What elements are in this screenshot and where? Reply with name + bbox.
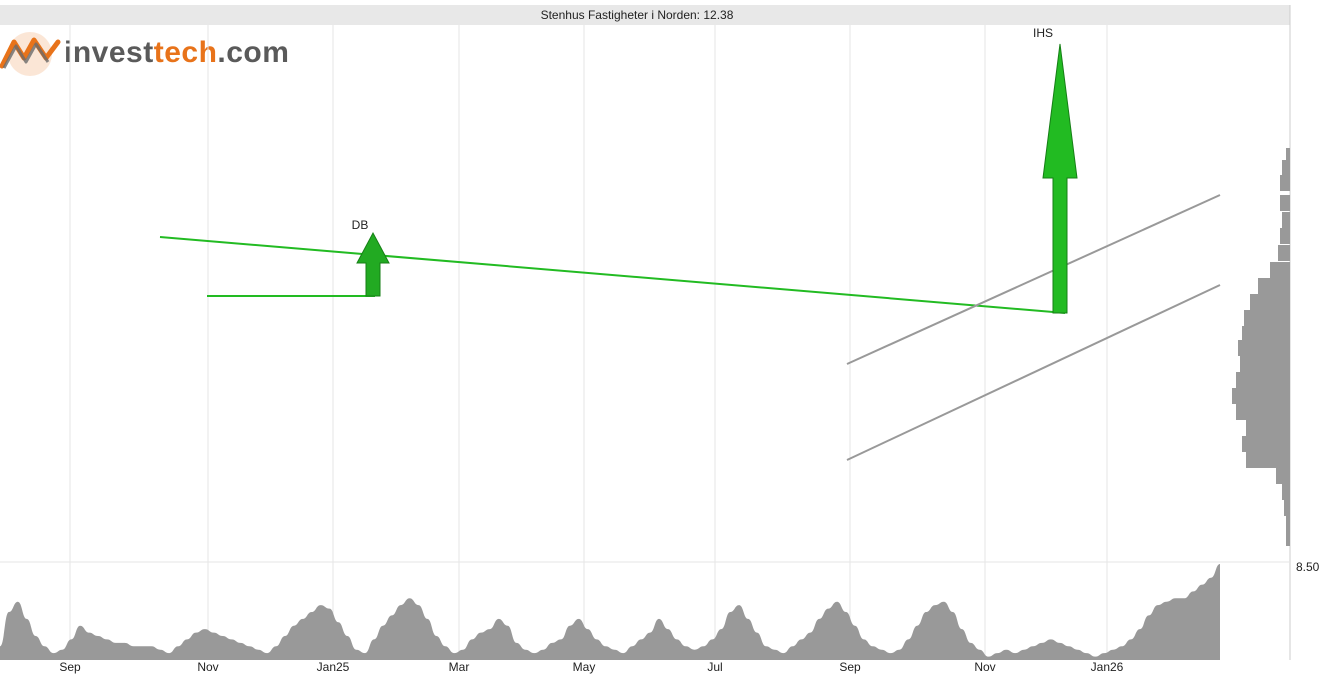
volume-profile-bar (1286, 515, 1290, 531)
pattern-labels: DB IHS (352, 26, 1053, 232)
x-tick-label: Nov (197, 660, 218, 674)
volume-profile-bar (1282, 212, 1290, 228)
grid (0, 25, 1290, 660)
volume-profile-bar (1280, 228, 1290, 244)
logo-mark-icon (0, 32, 61, 76)
x-tick-label: Jul (707, 660, 722, 674)
pattern-label: IHS (1033, 26, 1053, 40)
falling-trend-line (159, 236, 1066, 314)
ihs-target-arrow-icon (1042, 43, 1078, 314)
pattern-arrows (356, 43, 1078, 314)
volume-profile-bar (1236, 404, 1290, 420)
db-target-arrow-icon (356, 231, 390, 297)
volume-profile-bar (1258, 278, 1290, 294)
y-axis: 1412109.008.50 (1296, 560, 1320, 574)
volume-profile-bar (1278, 245, 1290, 261)
chart-title: Stenhus Fastigheter i Norden: 12.38 (541, 8, 734, 22)
volume-profile-bar (1246, 452, 1290, 468)
volume-profile-bar (1282, 484, 1290, 500)
trend-lines (159, 194, 1221, 461)
volume-profile-bar (1236, 372, 1290, 388)
pattern-label: DB (352, 218, 369, 232)
volume-profile-bar (1276, 468, 1290, 484)
x-tick-label: May (573, 660, 596, 674)
volume-profile-bar (1284, 500, 1290, 516)
x-tick-label: Jan25 (317, 660, 350, 674)
volume-profile-bar (1238, 340, 1290, 356)
x-tick-label: Sep (59, 660, 81, 674)
volume-profile-bar (1246, 420, 1290, 436)
x-tick-label: Sep (839, 660, 861, 674)
volume-profile-bar (1242, 436, 1290, 452)
volume-profile-bar (1232, 388, 1290, 404)
investtech-logo: investtech.com (0, 28, 289, 78)
logo-part-invest: invest (64, 36, 154, 69)
x-tick-label: Jan26 (1091, 660, 1124, 674)
volume-area (0, 564, 1220, 660)
logo-wordmark: investtech.com (64, 36, 289, 70)
x-axis: Sep Nov Jan25 Mar May Jul Sep Nov Jan26 (59, 660, 1123, 674)
volume-profile-bar (1286, 530, 1290, 546)
channel-lower-line (846, 284, 1221, 461)
volume-profile-bar (1242, 326, 1290, 342)
channel-upper-line (846, 194, 1221, 365)
volume-profile-bar (1244, 310, 1290, 326)
volume-profile-bar (1240, 356, 1290, 372)
volume-profile-bar (1250, 294, 1290, 310)
volume-profile-bar (1282, 160, 1290, 176)
logo-part-tech: tech (153, 36, 218, 69)
volume-profile-bar (1280, 195, 1290, 211)
x-tick-label: Mar (449, 660, 470, 674)
logo-part-com: .com (217, 36, 290, 69)
volume-profile-bar (1280, 175, 1290, 191)
volume-shape (0, 564, 1220, 660)
volume-profile-bar (1286, 148, 1290, 164)
title-bar (0, 5, 1290, 25)
y-tick-label: 8.50 (1296, 560, 1320, 574)
x-tick-label: Nov (974, 660, 995, 674)
volume-profile-bar (1270, 262, 1290, 278)
volume-profile (1232, 148, 1290, 546)
